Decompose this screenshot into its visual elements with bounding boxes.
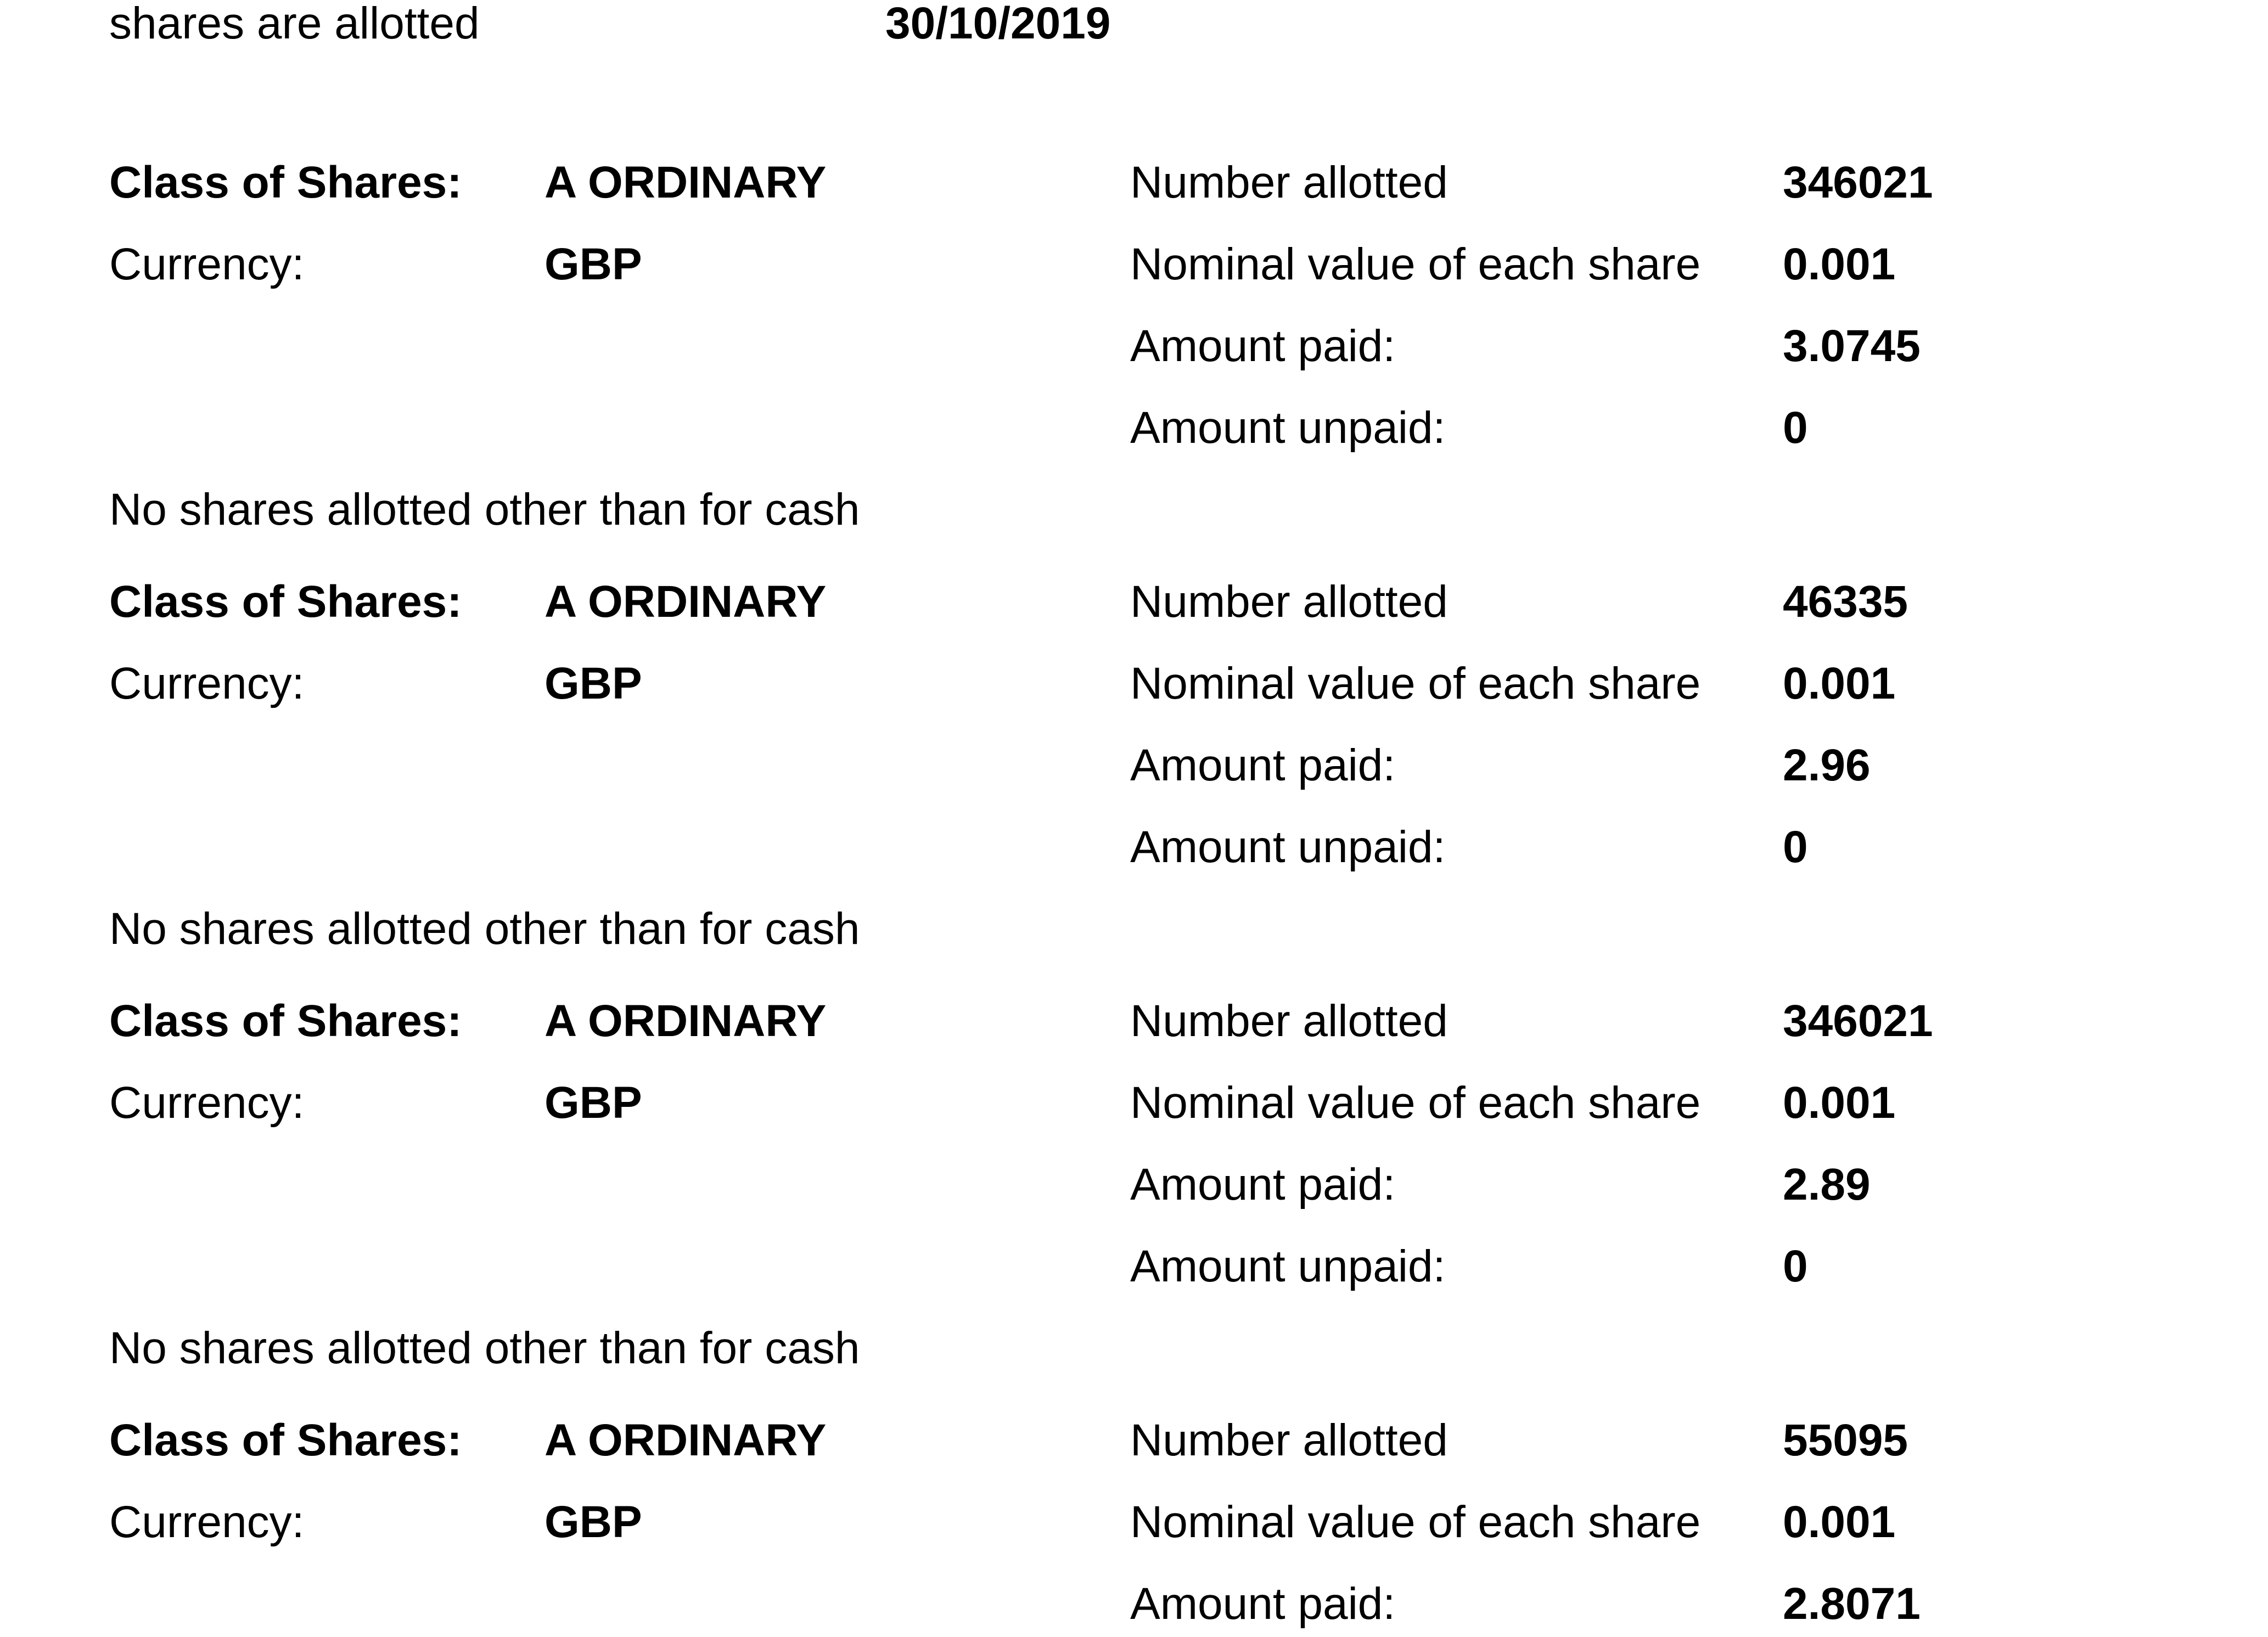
currency-value: GBP	[544, 1497, 642, 1547]
class-of-shares-value: A ORDINARY	[544, 996, 827, 1046]
currency-label: Currency:	[109, 1497, 305, 1547]
allotment-date-label: shares are allotted	[109, 0, 480, 48]
nominal-value-label: Nominal value of each share	[1130, 239, 1701, 289]
number-allotted-label: Number allotted	[1130, 1415, 1448, 1465]
amount-unpaid-value: 0	[1783, 822, 1808, 872]
currency-value: GBP	[544, 239, 642, 289]
number-allotted-label: Number allotted	[1130, 157, 1448, 207]
amount-paid-label: Amount paid:	[1130, 1160, 1396, 1210]
amount-unpaid-label: Amount unpaid:	[1130, 822, 1446, 872]
currency-label: Currency:	[109, 239, 305, 289]
currency-value: GBP	[544, 1078, 642, 1128]
amount-paid-value: 2.96	[1783, 740, 1871, 790]
no-cash-note: No shares allotted other than for cash	[109, 904, 860, 954]
amount-paid-value: 3.0745	[1783, 321, 1921, 371]
nominal-value-label: Nominal value of each share	[1130, 659, 1701, 708]
class-of-shares-value: A ORDINARY	[544, 1415, 827, 1465]
number-allotted-value: 46335	[1783, 577, 1908, 627]
class-of-shares-label: Class of Shares:	[109, 157, 462, 207]
class-of-shares-label: Class of Shares:	[109, 577, 462, 627]
class-of-shares-value: A ORDINARY	[544, 157, 827, 207]
amount-unpaid-label: Amount unpaid:	[1130, 1241, 1446, 1291]
number-allotted-value: 346021	[1783, 996, 1933, 1046]
amount-unpaid-value: 0	[1783, 1241, 1808, 1291]
class-of-shares-label: Class of Shares:	[109, 996, 462, 1046]
no-cash-note: No shares allotted other than for cash	[109, 1323, 860, 1373]
currency-label: Currency:	[109, 1078, 305, 1128]
nominal-value-label: Nominal value of each share	[1130, 1497, 1701, 1547]
currency-value: GBP	[544, 659, 642, 708]
nominal-value-value: 0.001	[1783, 659, 1896, 708]
number-allotted-label: Number allotted	[1130, 996, 1448, 1046]
currency-label: Currency:	[109, 659, 305, 708]
amount-unpaid-label: Amount unpaid:	[1130, 403, 1446, 453]
amount-paid-value: 2.8071	[1783, 1579, 1921, 1629]
amount-paid-label: Amount paid:	[1130, 1579, 1396, 1629]
number-allotted-value: 55095	[1783, 1415, 1908, 1465]
nominal-value-label: Nominal value of each share	[1130, 1078, 1701, 1128]
nominal-value-value: 0.001	[1783, 1497, 1896, 1547]
amount-unpaid-value: 0	[1783, 403, 1808, 453]
no-cash-note: No shares allotted other than for cash	[109, 485, 860, 535]
amount-paid-value: 2.89	[1783, 1160, 1871, 1210]
nominal-value-value: 0.001	[1783, 239, 1896, 289]
amount-paid-label: Amount paid:	[1130, 321, 1396, 371]
amount-paid-label: Amount paid:	[1130, 740, 1396, 790]
class-of-shares-label: Class of Shares:	[109, 1415, 462, 1465]
allotment-date-value: 30/10/2019	[885, 0, 1111, 48]
nominal-value-value: 0.001	[1783, 1078, 1896, 1128]
class-of-shares-value: A ORDINARY	[544, 577, 827, 627]
number-allotted-label: Number allotted	[1130, 577, 1448, 627]
number-allotted-value: 346021	[1783, 157, 1933, 207]
